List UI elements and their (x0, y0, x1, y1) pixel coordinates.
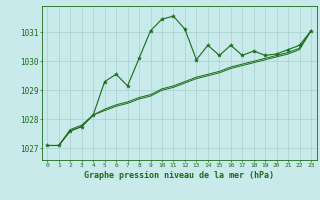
X-axis label: Graphe pression niveau de la mer (hPa): Graphe pression niveau de la mer (hPa) (84, 171, 274, 180)
